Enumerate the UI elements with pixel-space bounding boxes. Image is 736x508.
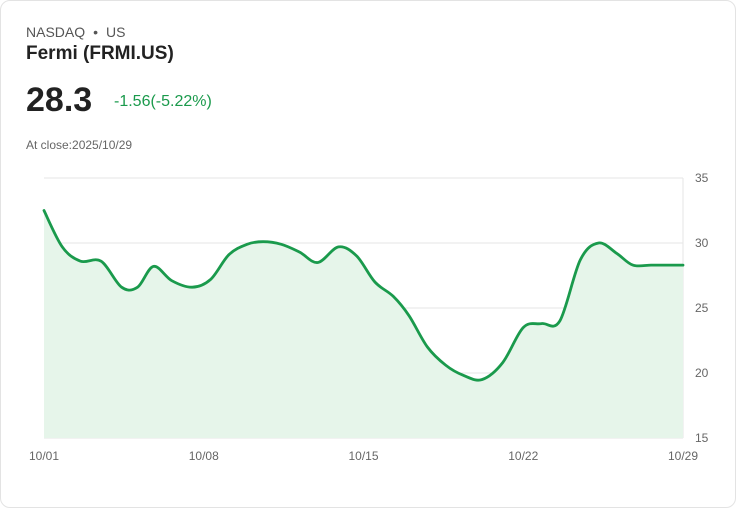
x-tick-label: 10/22: [508, 449, 538, 463]
y-tick-label: 35: [695, 171, 709, 185]
exchange-label: NASDAQ: [26, 24, 86, 40]
close-timestamp: At close:2025/10/29: [26, 138, 133, 152]
x-tick-label: 10/08: [189, 449, 219, 463]
y-tick-label: 15: [695, 431, 709, 445]
stock-price: 28.3: [26, 81, 93, 119]
y-axis-labels: 35 30 25 20 15: [695, 171, 709, 445]
x-tick-label: 10/15: [348, 449, 378, 463]
area-fill: [44, 210, 683, 438]
region-label: US: [106, 24, 126, 40]
x-axis-labels: 10/01 10/08 10/15 10/22 10/29: [29, 449, 698, 463]
y-tick-label: 25: [695, 301, 709, 315]
y-tick-label: 20: [695, 366, 709, 380]
x-tick-label: 10/29: [668, 449, 698, 463]
price-change: -1.56(-5.22%): [114, 93, 212, 110]
exchange-row: NASDAQ • US: [26, 24, 125, 40]
stock-title: Fermi (FRMI.US): [26, 43, 174, 64]
separator-dot: •: [93, 24, 99, 40]
price-line[interactable]: [42, 209, 685, 382]
x-tick-label: 10/01: [29, 449, 59, 463]
y-tick-label: 30: [695, 236, 709, 250]
